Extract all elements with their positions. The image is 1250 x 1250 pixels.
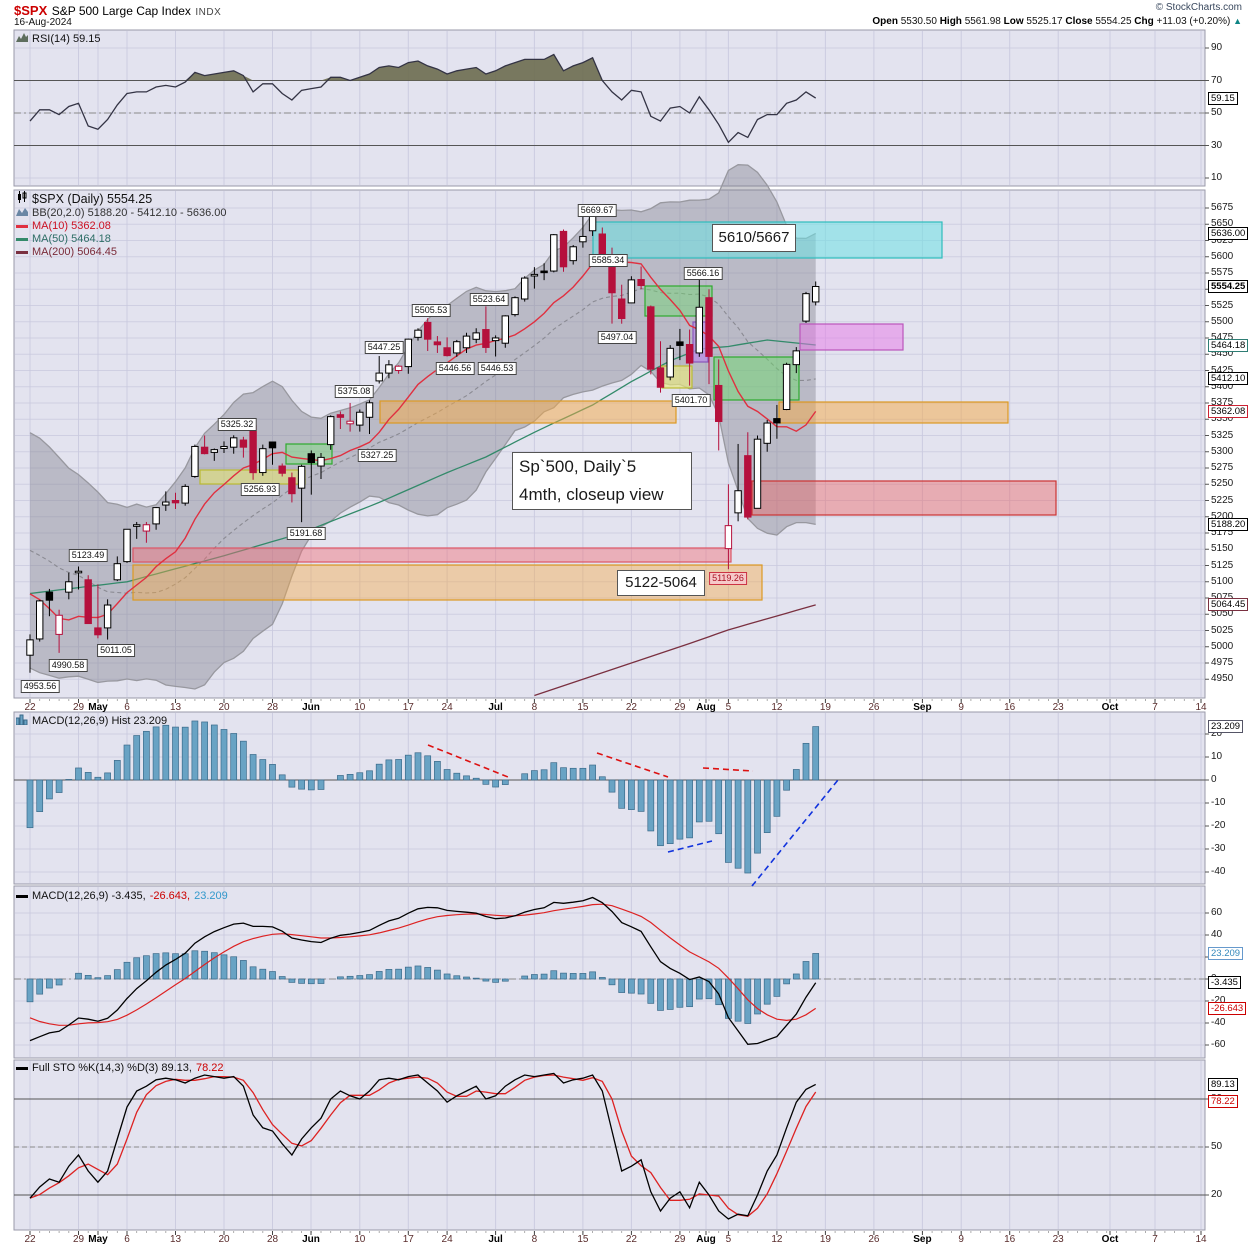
macd-histogram-plot bbox=[14, 720, 1205, 887]
ma10-line bbox=[29, 257, 817, 621]
stochastics-plot bbox=[14, 1072, 1205, 1220]
macd-plot bbox=[14, 896, 1205, 1045]
gridlines bbox=[15, 31, 1204, 1229]
candlesticks bbox=[26, 211, 820, 673]
x-axis-strips bbox=[29, 699, 1202, 1235]
rsi-plot bbox=[14, 53, 1205, 146]
y-axis-ticks bbox=[1205, 47, 1209, 1196]
moving-averages bbox=[29, 339, 816, 697]
